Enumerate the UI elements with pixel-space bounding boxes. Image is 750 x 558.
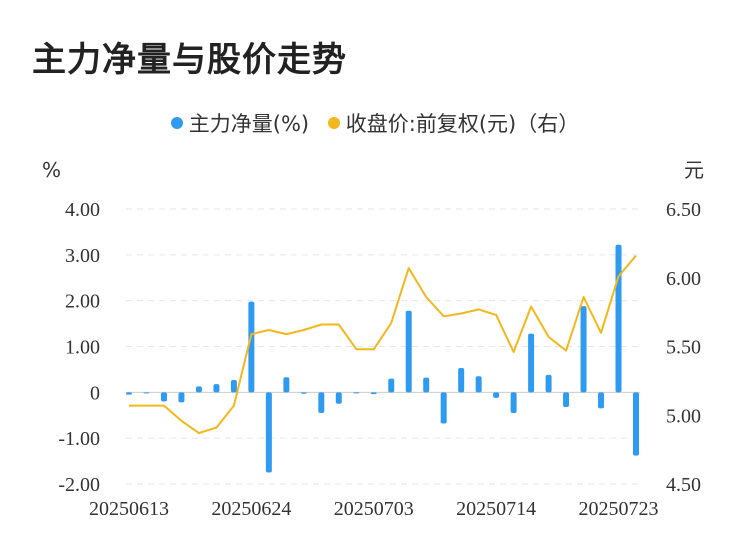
legend-label-close-price: 收盘价:前复权(元)（右） [345,112,580,136]
bar [195,386,202,393]
bar [143,392,150,394]
bar [265,392,272,473]
bar [248,301,255,393]
right-axis-tick-label: 5.50 [666,337,701,359]
bar [370,392,377,395]
x-axis-tick-label: 20250613 [89,498,169,520]
left-axis-tick-label: 3.00 [65,245,100,267]
bar [615,244,622,393]
x-axis-tick-label: 20250714 [456,498,536,520]
bar [213,384,220,393]
chart-legend: 主力净量(%) 收盘价:前复权(元)（右） [0,108,750,138]
bar [458,368,465,393]
right-axis-tick-label: 5.00 [666,405,701,427]
left-axis-tick-label: 0 [90,382,100,404]
left-axis-tick-label: 2.00 [65,291,100,313]
x-axis-tick-label: 20250624 [211,498,291,520]
bar [230,379,237,393]
page-title: 主力净量与股价走势 [32,40,347,80]
right-axis-tick-label: 4.50 [666,474,701,496]
legend-line-dot-icon [327,117,340,129]
close-price-line [129,255,637,435]
bar [528,333,535,393]
bar [563,392,570,407]
legend-bar-dot-icon [170,117,183,129]
bar [423,377,430,393]
right-axis-unit: 元 [684,158,704,182]
legend-item-close-price[interactable]: 收盘价:前复权(元)（右） [327,108,580,138]
bar-series [126,244,639,473]
bar [493,392,500,398]
left-axis-ticks: 4.00 3.00 2.00 1.00 0 -1.00 -2.00 [58,199,100,496]
right-axis-tick-label: 6.50 [666,199,701,221]
bar [353,392,360,394]
bar [475,376,482,393]
x-axis-tick-label: 20250723 [579,498,659,520]
bar [178,392,185,403]
left-axis-tick-label: -1.00 [58,428,100,450]
bar [126,392,132,395]
bar [633,392,639,456]
bar [160,392,167,402]
bar [545,374,552,393]
left-axis-tick-label: -2.00 [58,474,100,496]
bar [318,392,325,413]
line-series [129,255,637,435]
grid-lines [126,208,640,485]
x-axis-tick-label: 20250703 [334,498,414,520]
bar [405,310,412,393]
bar [388,378,395,393]
bar [300,392,307,394]
left-axis-tick-label: 4.00 [65,199,100,221]
left-axis-tick-label: 1.00 [65,337,100,359]
bar [440,392,447,424]
legend-item-main-net[interactable]: 主力净量(%) [170,108,310,138]
right-axis-tick-label: 6.00 [666,268,701,290]
bar [598,392,605,409]
bar [510,392,517,413]
bar [335,392,342,404]
left-axis-unit: % [42,158,61,182]
x-axis-ticks: 20250613 20250624 20250703 20250714 20250723 [89,498,659,520]
right-axis-ticks: 6.50 6.00 5.50 5.00 4.50 [666,199,701,496]
bar [283,377,290,393]
legend-label-main-net: 主力净量(%) [188,112,310,136]
bar [580,306,587,393]
